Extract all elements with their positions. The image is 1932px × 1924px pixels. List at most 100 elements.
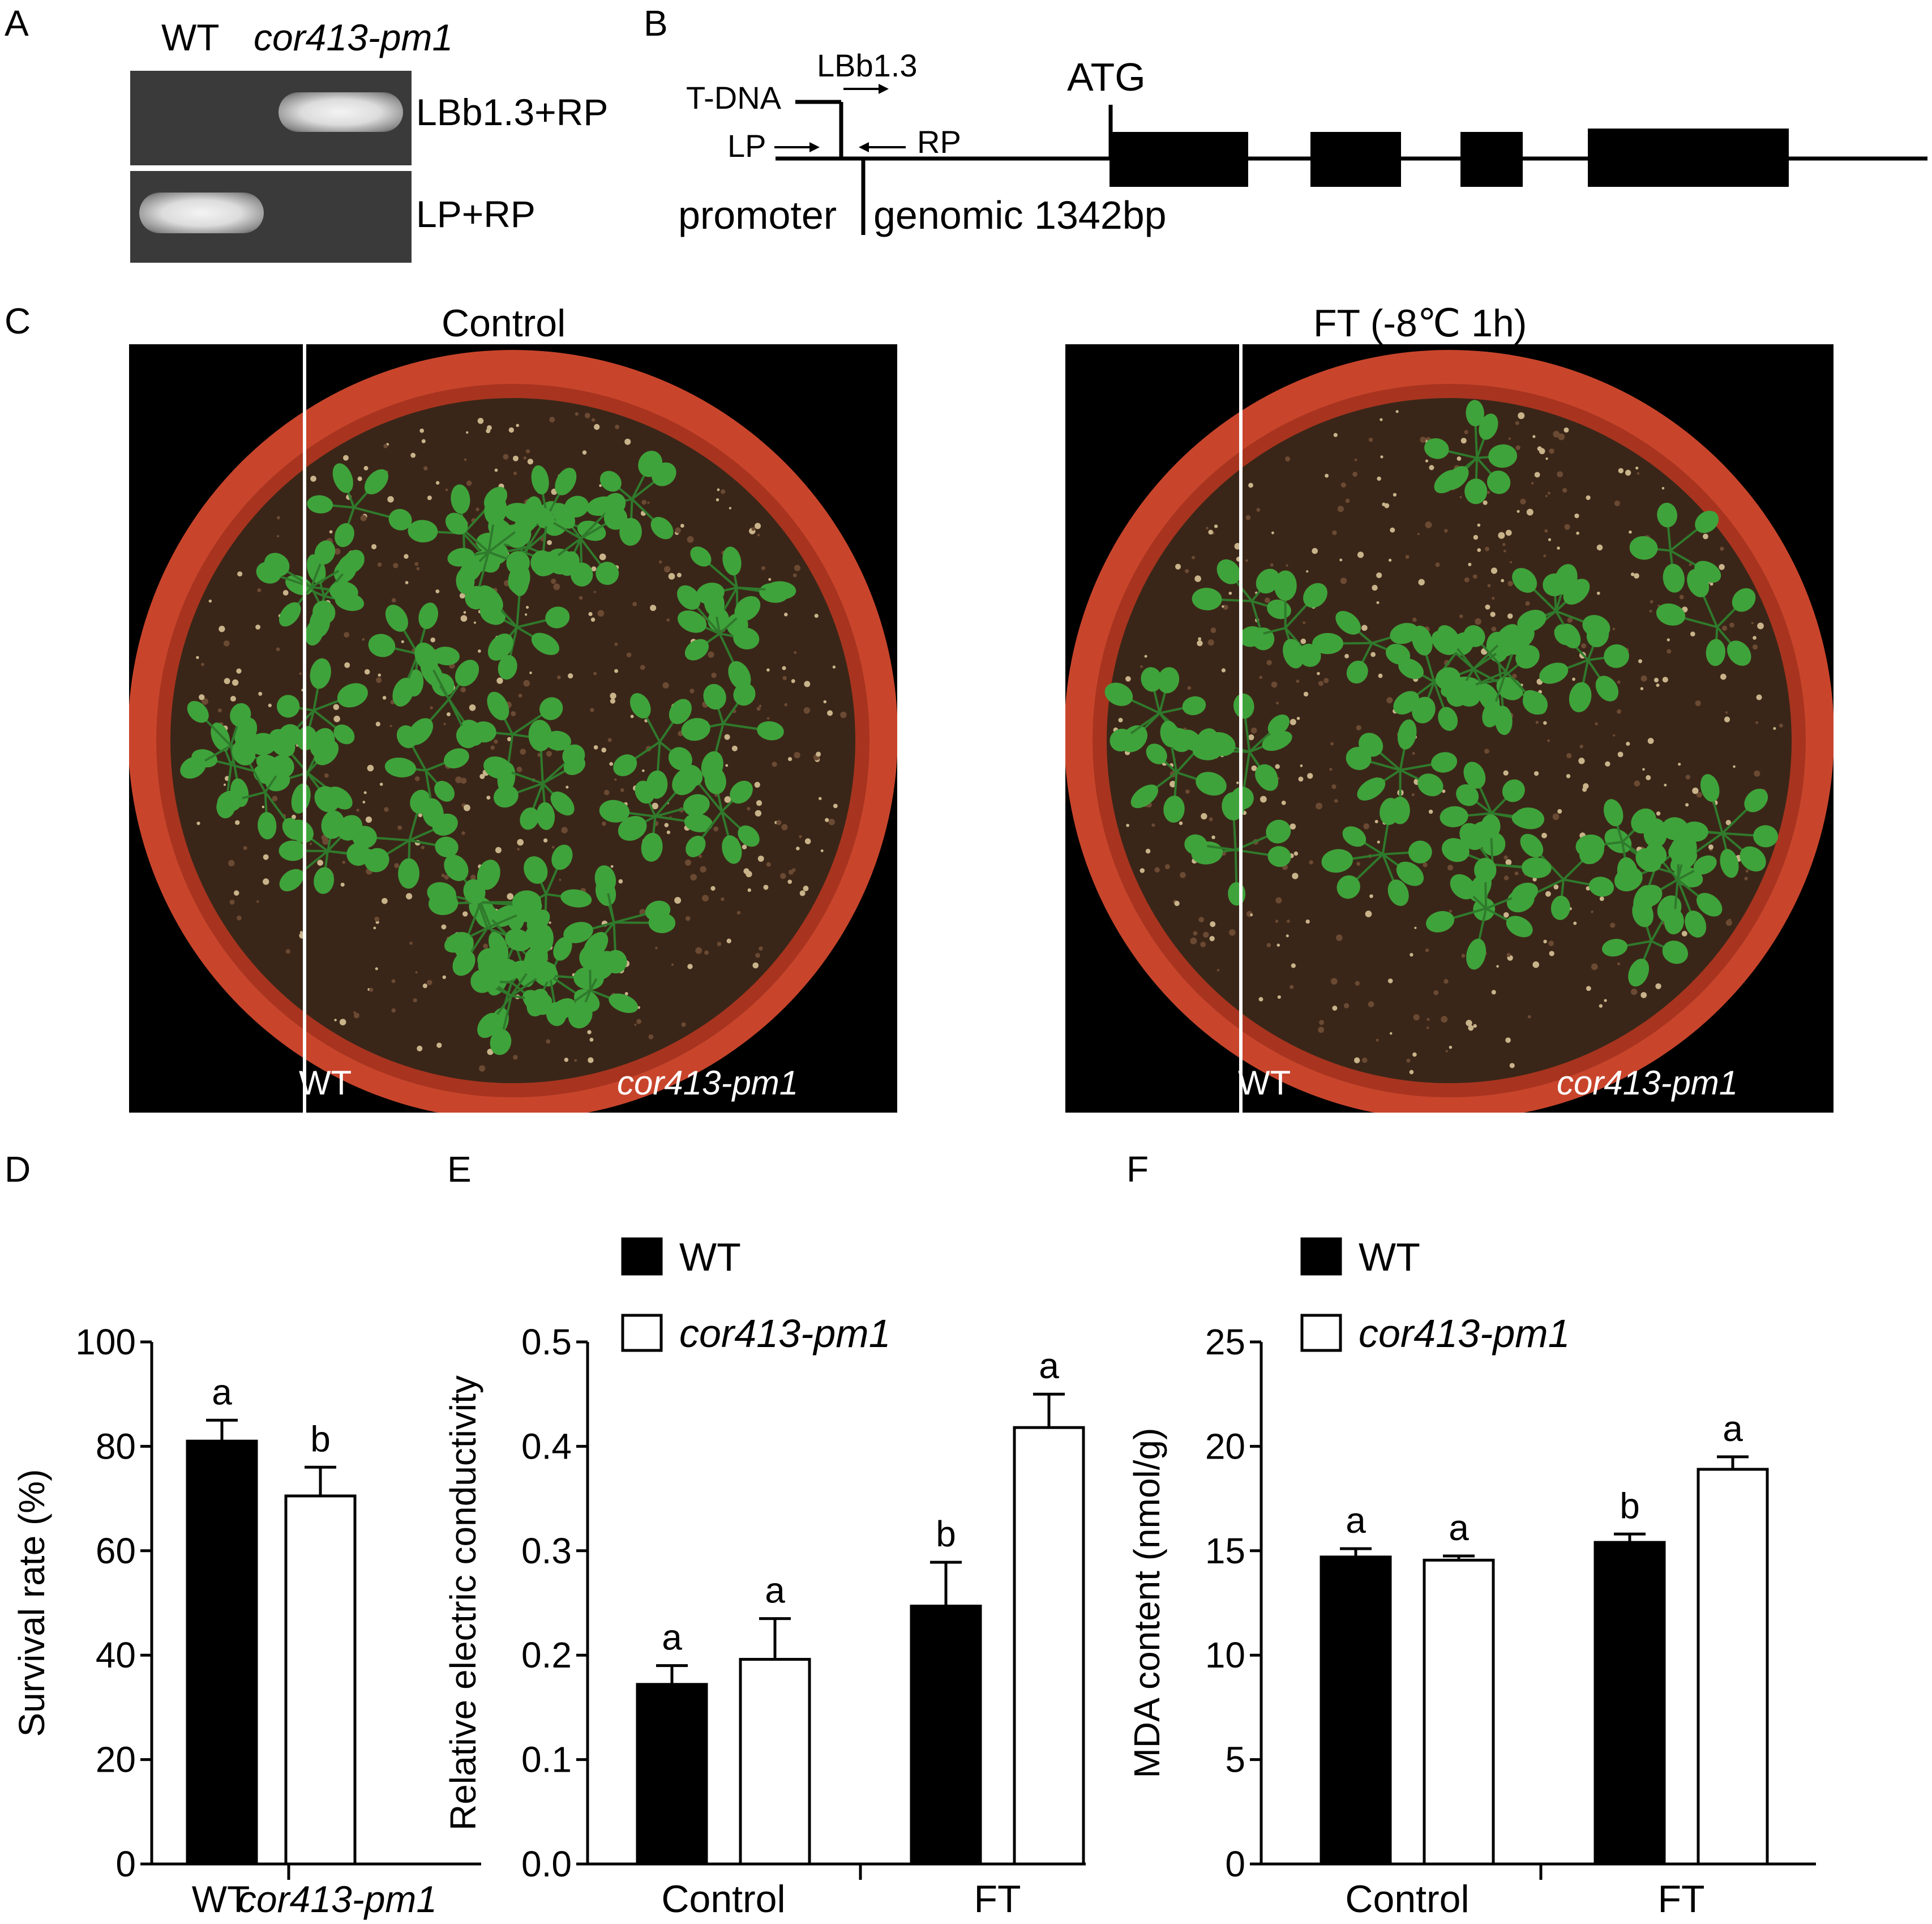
soil-grain xyxy=(416,567,420,571)
soil-grain xyxy=(1617,962,1621,965)
leaf xyxy=(545,606,570,628)
rosette xyxy=(180,700,282,807)
soil-grain xyxy=(421,845,425,849)
soil-grain xyxy=(641,769,645,772)
soil-grain xyxy=(1573,921,1577,925)
soil-grain xyxy=(1514,871,1519,876)
soil-grain xyxy=(496,677,503,684)
soil-grain xyxy=(1614,500,1621,507)
leaf xyxy=(1386,644,1411,665)
leaf xyxy=(734,596,761,622)
leaf xyxy=(1520,833,1544,858)
soil-grain xyxy=(430,637,436,643)
soil-grain xyxy=(1484,749,1489,754)
soil-grain xyxy=(1442,789,1446,793)
soil-grain xyxy=(391,979,396,984)
significance-letter: a xyxy=(662,1617,682,1658)
soil-grain xyxy=(391,598,396,603)
soil-grain xyxy=(620,788,624,792)
soil-grain xyxy=(367,764,374,772)
significance-letter: a xyxy=(212,1371,232,1412)
leaf xyxy=(385,604,408,632)
soil-grain xyxy=(610,865,614,868)
gel-lane-mutant: cor413-pm1 xyxy=(254,16,453,58)
x-category-label: FT xyxy=(974,1878,1021,1921)
soil-grain xyxy=(477,649,481,653)
soil-grain xyxy=(1773,726,1776,730)
soil-grain xyxy=(1490,612,1496,617)
soil-grain xyxy=(1586,986,1591,991)
soil-grain xyxy=(1625,469,1631,476)
soil-grain xyxy=(1626,741,1630,746)
soil-grain xyxy=(1613,734,1616,737)
leaf xyxy=(392,677,414,707)
soil-grain xyxy=(549,921,551,924)
soil-grain xyxy=(435,589,440,593)
leaf xyxy=(434,781,455,802)
leaf xyxy=(314,540,336,565)
soil-grain xyxy=(460,687,466,692)
soil-grain xyxy=(202,698,208,705)
leaf xyxy=(552,503,576,529)
leaf xyxy=(477,1012,500,1038)
soil-grain xyxy=(344,662,350,668)
rosette xyxy=(531,493,628,587)
leaf xyxy=(1693,855,1717,875)
soil-grain xyxy=(1779,723,1783,728)
soil-grain xyxy=(632,601,637,606)
leaf xyxy=(444,854,469,882)
leaf xyxy=(1560,623,1581,649)
leaf xyxy=(1196,772,1227,796)
soil-grain xyxy=(1518,412,1525,420)
soil-grain xyxy=(517,839,524,846)
significance-letter: a xyxy=(1449,1507,1469,1548)
soil-grain xyxy=(594,424,600,430)
soil-grain xyxy=(1318,1027,1325,1033)
soil-grain xyxy=(1211,835,1215,840)
soil-grain xyxy=(1720,673,1727,680)
leaf xyxy=(1104,682,1133,706)
leaf xyxy=(599,471,622,492)
soil-grain xyxy=(699,854,702,858)
leaf xyxy=(1426,910,1455,933)
photo-control-pot: WT cor413-pm1 xyxy=(129,344,897,1113)
soil-grain xyxy=(1685,803,1689,807)
soil-grain xyxy=(1541,832,1547,839)
soil-grain xyxy=(234,890,239,896)
soil-grain xyxy=(1285,456,1291,462)
soil-grain xyxy=(766,862,771,867)
soil-grain xyxy=(1459,614,1463,618)
soil-grain xyxy=(1151,823,1155,827)
soil-grain xyxy=(1386,697,1393,704)
soil-grain xyxy=(1209,936,1215,942)
soil-grain xyxy=(235,820,240,826)
soil-grain xyxy=(1417,533,1420,536)
soil-grain xyxy=(1412,1052,1417,1057)
soil-grain xyxy=(406,893,413,900)
soil-grain xyxy=(490,745,495,750)
soil-grain xyxy=(1377,476,1381,481)
soil-grain xyxy=(1291,963,1296,968)
leaf xyxy=(1262,731,1292,751)
leaf xyxy=(296,726,317,751)
exon-3 xyxy=(1460,132,1523,187)
leaf xyxy=(1109,728,1133,752)
soil-grain xyxy=(1605,761,1610,767)
soil-grain xyxy=(1356,862,1361,866)
soil-grain xyxy=(668,572,675,580)
soil-grain xyxy=(717,942,722,946)
leaf xyxy=(1575,834,1605,858)
soil-grain xyxy=(1490,567,1498,574)
soil-grain xyxy=(1464,430,1468,434)
soil-grain xyxy=(1485,546,1489,551)
soil-grain xyxy=(1286,564,1288,567)
leaf xyxy=(1588,877,1614,897)
significance-letter: a xyxy=(765,1570,785,1611)
y-axis-label: MDA content (nmol/g) xyxy=(1126,1428,1167,1778)
soil-grain xyxy=(218,708,222,713)
leaf xyxy=(384,757,417,777)
leaf xyxy=(1130,784,1158,809)
soil-grain xyxy=(373,926,376,930)
soil-grain xyxy=(441,873,445,878)
soil-grain xyxy=(1336,934,1343,941)
